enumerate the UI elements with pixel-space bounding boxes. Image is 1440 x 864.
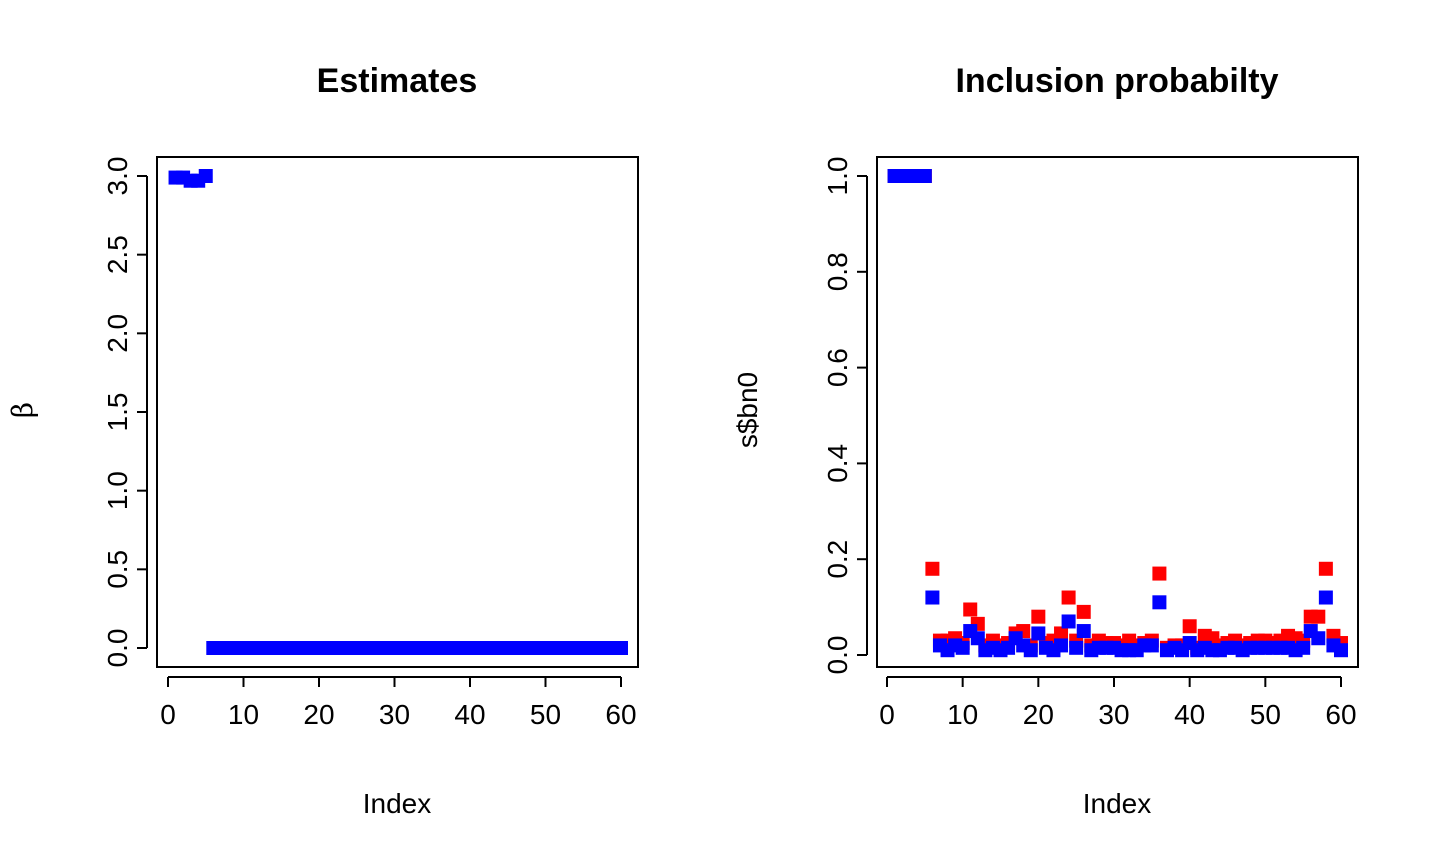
x-tick-label: 0 — [160, 699, 176, 730]
y-axis: 0.0 0.2 0.4 0.6 0.8 1.0 — [822, 157, 868, 675]
x-tick-label: 0 — [879, 699, 895, 730]
data-point — [1076, 604, 1091, 619]
data-point — [1031, 626, 1046, 641]
data-point — [1054, 638, 1069, 653]
data-point — [1023, 643, 1038, 658]
data-point — [1076, 624, 1091, 639]
x-tick-label: 60 — [605, 699, 636, 730]
data-point — [1311, 631, 1326, 646]
y-axis-label: β — [6, 402, 39, 418]
data-point — [1061, 590, 1076, 605]
y-axis: 0.0 0.5 1.0 1.5 2.0 2.5 3.0 — [102, 157, 148, 668]
data-point — [1296, 640, 1311, 655]
data-point — [1152, 595, 1167, 610]
y-axis-label: s$bn0 — [732, 372, 763, 448]
data-point — [970, 631, 985, 646]
x-tick-label: 40 — [454, 699, 485, 730]
data-point — [925, 590, 940, 605]
data-point — [614, 641, 628, 655]
data-points — [887, 169, 1348, 658]
data-points — [168, 169, 628, 655]
x-tick-label: 40 — [1174, 699, 1205, 730]
x-tick-label: 20 — [303, 699, 334, 730]
x-tick-label: 30 — [379, 699, 410, 730]
y-tick-label: 1.0 — [102, 471, 133, 510]
y-tick-label: 0.0 — [822, 636, 853, 675]
data-point — [1334, 643, 1348, 658]
plot-frame — [156, 156, 639, 668]
x-axis: 0 10 20 30 40 50 60 — [879, 676, 1357, 730]
data-point — [1061, 614, 1076, 629]
x-tick-label: 20 — [1023, 699, 1054, 730]
y-tick-label: 2.5 — [102, 235, 133, 274]
data-point — [1031, 609, 1046, 624]
y-tick-label: 2.0 — [102, 314, 133, 353]
plot-frame — [876, 156, 1359, 668]
x-tick-label: 10 — [228, 699, 259, 730]
x-tick-label: 60 — [1325, 699, 1356, 730]
data-point — [1182, 619, 1197, 634]
y-tick-label: 1.5 — [102, 393, 133, 432]
y-tick-label: 0.4 — [822, 444, 853, 483]
y-tick-label: 0.2 — [822, 540, 853, 579]
data-point — [925, 561, 940, 576]
x-axis-label: Index — [1083, 788, 1152, 819]
data-point — [1069, 640, 1084, 655]
data-point — [917, 169, 932, 183]
x-tick-label: 10 — [947, 699, 978, 730]
x-axis: 0 10 20 30 40 50 60 — [160, 676, 637, 730]
y-tick-label: 1.0 — [822, 157, 853, 196]
y-tick-label: 0.6 — [822, 348, 853, 387]
inclusion-probability-panel: Inclusion probabilty Index s$bn0 0 10 20 30… — [732, 62, 1359, 819]
y-tick-label: 0.0 — [102, 629, 133, 668]
chart-title: Estimates — [317, 62, 478, 100]
chart-title: Inclusion probabilty — [955, 62, 1278, 100]
x-tick-label: 50 — [1250, 699, 1281, 730]
y-tick-label: 0.5 — [102, 550, 133, 589]
y-tick-label: 0.8 — [822, 252, 853, 291]
data-point — [1318, 590, 1333, 605]
data-point — [1318, 561, 1333, 576]
data-point — [1152, 566, 1167, 581]
data-point — [198, 169, 213, 183]
data-point — [1311, 609, 1326, 624]
data-point — [1054, 626, 1069, 641]
data-point — [1144, 638, 1159, 653]
data-point — [963, 602, 978, 617]
x-tick-label: 50 — [530, 699, 561, 730]
x-axis-label: Index — [363, 788, 432, 819]
y-tick-label: 3.0 — [102, 157, 133, 196]
x-tick-label: 30 — [1098, 699, 1129, 730]
estimates-panel: Estimates Index β 0 10 20 30 40 50 60 0.0 0.5 1.… — [6, 62, 639, 819]
data-point — [955, 640, 970, 655]
